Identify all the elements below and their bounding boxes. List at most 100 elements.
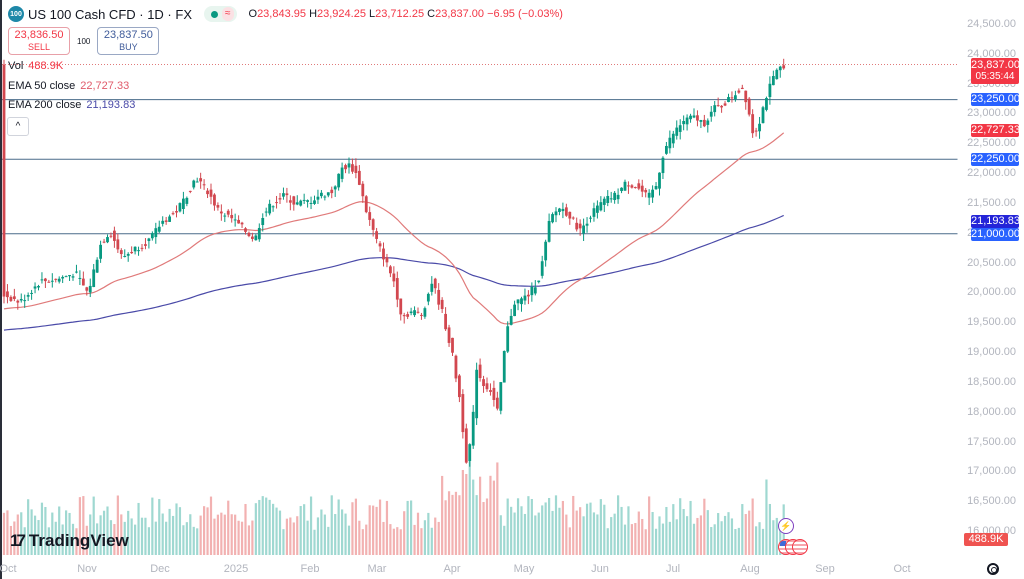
chevron-up-icon: ^ [15, 121, 21, 132]
volume-bar [378, 499, 382, 555]
candle-body [437, 289, 441, 305]
candle-body [692, 115, 696, 118]
volume-bar [47, 527, 50, 555]
volume-bar [551, 510, 554, 555]
volume-bar [661, 523, 665, 555]
volume-bar [396, 527, 399, 555]
indicator-ema200[interactable]: EMA 200 close 21,193.83 [8, 99, 135, 111]
volume-bar [123, 521, 126, 555]
volume-bar [258, 499, 261, 555]
candle-body [168, 216, 171, 222]
volume-bar [251, 520, 254, 555]
candle-body [264, 211, 268, 213]
candle-body [492, 387, 496, 400]
candle-body [509, 315, 513, 325]
candle-body [64, 276, 68, 278]
candle-body [313, 200, 316, 204]
buy-button[interactable]: 23,837.50 BUY [97, 27, 160, 55]
volume-bar [454, 491, 458, 555]
time-axis-label: Jun [591, 563, 609, 575]
candle-body [175, 211, 178, 213]
ema50-tag: 22,727.33 [971, 124, 1020, 137]
volume-bar [354, 498, 357, 555]
time-axis-label: Feb [300, 563, 320, 575]
volume-bar [209, 496, 213, 555]
volume-bar [168, 508, 171, 555]
candle-body [682, 121, 686, 125]
change-value: −6.95 (−0.03%) [487, 8, 563, 20]
candle-body [613, 192, 617, 201]
volume-bar [285, 518, 288, 555]
candle-body [126, 253, 130, 256]
volume-bar [496, 462, 499, 555]
price-axis-tick: 24,500.00 [967, 18, 1016, 30]
indicator-ema50[interactable]: EMA 50 close 22,727.33 [8, 80, 129, 92]
candle-body [447, 327, 451, 343]
candle-body [233, 219, 237, 221]
candle-body [306, 200, 309, 202]
ema50-label: EMA 50 close [8, 80, 76, 92]
market-status-pill[interactable]: ≈ [204, 6, 237, 22]
time-axis-label: Nov [77, 563, 97, 575]
event-lightning-icon[interactable]: ⚡ [778, 518, 794, 534]
volume-bar [382, 521, 385, 555]
price-axis-tick: 17,500.00 [967, 435, 1016, 448]
volume-bar [458, 495, 461, 555]
candle-body [671, 133, 675, 144]
volume-bar [582, 516, 585, 555]
ema200-label: EMA 200 close [8, 99, 82, 111]
volume-bar [416, 512, 420, 555]
candle-body [589, 217, 592, 219]
candle-body [202, 184, 206, 186]
candle-body [261, 218, 265, 226]
volume-bar [196, 528, 199, 555]
high-label: H [309, 8, 318, 20]
volume-bar [558, 507, 561, 555]
indicator-volume[interactable]: Vol 488.9K [8, 60, 63, 72]
time-axis-label: Oct [893, 563, 911, 575]
candle-body [658, 172, 661, 189]
volume-bar [403, 511, 406, 555]
candle-body [2, 64, 6, 297]
sell-button[interactable]: 23,836.50 SELL [8, 27, 70, 55]
candle-body [413, 310, 416, 316]
volume-bar [723, 515, 727, 555]
candle-body [230, 215, 234, 219]
volume-bar [292, 522, 295, 555]
candle-body [771, 76, 775, 86]
candle-body [744, 90, 748, 103]
symbol-title[interactable]: US 100 Cash CFD · 1D · FX [28, 6, 192, 22]
volume-bar [434, 517, 437, 555]
price-axis-tick: 18,000.00 [967, 405, 1016, 418]
candle-body [471, 411, 475, 446]
candle-body [37, 286, 40, 288]
candle-body [368, 212, 372, 220]
last-price-tag: 23,837.00 05:35:44 [971, 58, 1020, 84]
candle-body [157, 226, 161, 232]
volume-bar [140, 517, 144, 555]
candle-body [216, 205, 220, 208]
collapse-legend-button[interactable]: ^ [7, 117, 29, 136]
candle-body [192, 180, 196, 188]
candle-body [299, 200, 303, 206]
volume-bar [765, 479, 768, 555]
volume-bar [513, 512, 516, 555]
volume-bar [472, 479, 475, 555]
volume-bar [282, 529, 285, 555]
volume-bar [775, 517, 778, 555]
candle-body [409, 311, 413, 314]
volume-bar [220, 512, 223, 555]
tradingview-logo[interactable]: 17 TradingView [10, 531, 129, 551]
volume-bar [392, 528, 395, 555]
settings-gear-icon[interactable] [987, 563, 999, 575]
volume-bar [240, 521, 244, 555]
candle-body [316, 196, 320, 200]
spread-value: 100 [77, 36, 91, 46]
volume-bar [510, 506, 513, 555]
volume-bar [261, 496, 264, 555]
us-flag-event-icon-3[interactable] [792, 539, 808, 555]
price-axis-tick: 18,500.00 [967, 375, 1016, 388]
candle-body [502, 351, 506, 383]
volume-bar [206, 507, 209, 555]
